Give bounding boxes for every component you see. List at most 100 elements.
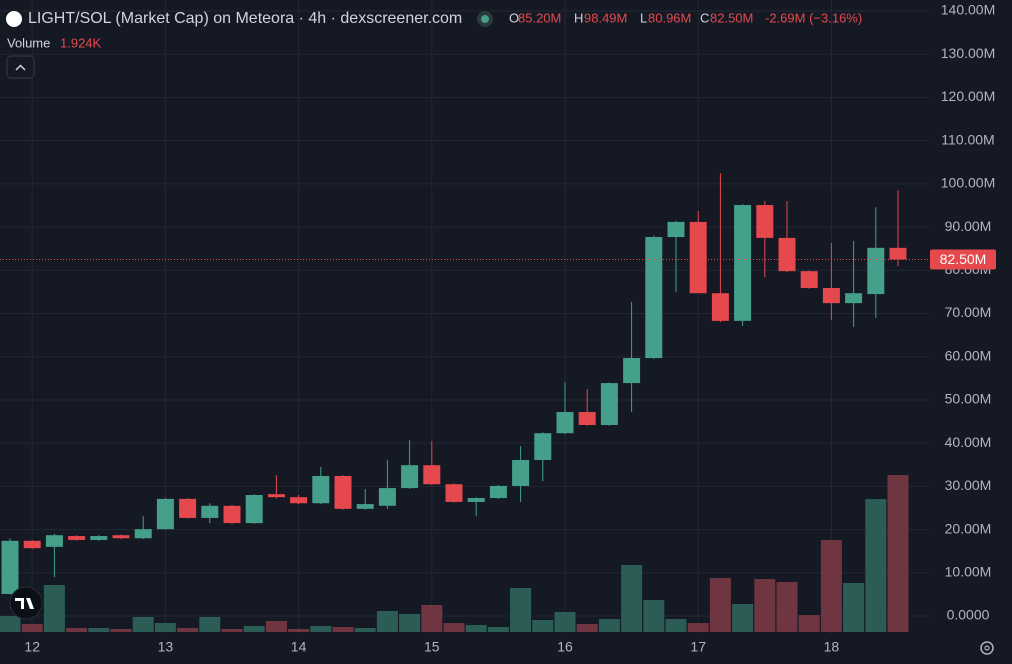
candle-body bbox=[889, 247, 907, 260]
y-tick-label: 70.00M bbox=[945, 304, 992, 320]
x-tick-label: 16 bbox=[557, 639, 573, 655]
x-tick-label: 15 bbox=[424, 639, 440, 655]
candle-body bbox=[334, 475, 352, 509]
volume-bar bbox=[465, 624, 487, 632]
volume-bar bbox=[243, 625, 265, 632]
y-tick-label: 140.00M bbox=[941, 2, 995, 18]
last-price-label: 82.50M bbox=[940, 251, 987, 267]
candle-body bbox=[156, 498, 174, 530]
candle-body bbox=[711, 293, 729, 321]
volume-bar bbox=[177, 628, 199, 632]
logo-circle[interactable] bbox=[9, 586, 43, 620]
candle-body bbox=[867, 247, 885, 295]
token-icon bbox=[6, 11, 22, 27]
y-tick-label: 130.00M bbox=[941, 45, 995, 61]
collapse-button[interactable] bbox=[6, 55, 35, 79]
volume-bar bbox=[621, 565, 643, 632]
candle-body bbox=[822, 288, 840, 304]
candle-body bbox=[290, 497, 308, 504]
y-tick-label: 30.00M bbox=[945, 477, 992, 493]
candle-body bbox=[245, 495, 263, 524]
candle-body bbox=[489, 485, 507, 499]
candle-body bbox=[201, 505, 219, 518]
volume-bar bbox=[665, 619, 687, 632]
x-tick-label: 12 bbox=[24, 639, 40, 655]
volume-bar bbox=[598, 619, 620, 632]
last-price-tag bbox=[930, 249, 996, 270]
volume-bar bbox=[332, 627, 354, 632]
candle-body bbox=[800, 271, 818, 289]
volume-bar bbox=[709, 577, 731, 632]
collapse-arrow bbox=[15, 64, 26, 71]
volume-bar bbox=[199, 616, 221, 632]
volume-bar bbox=[0, 616, 21, 632]
volume-layer bbox=[0, 475, 909, 632]
candle-body bbox=[667, 221, 685, 238]
volume-bar bbox=[88, 628, 110, 632]
settings[interactable] bbox=[980, 641, 994, 655]
chart-title: LIGHT/SOL (Market Cap) on Meteora · 4h ·… bbox=[28, 10, 462, 27]
volume-bar bbox=[132, 616, 154, 632]
y-tick-label: 20.00M bbox=[945, 520, 992, 536]
x-tick-label: 13 bbox=[158, 639, 174, 655]
candle-body bbox=[778, 237, 796, 272]
x-tick-label: 14 bbox=[291, 639, 307, 655]
ohlc-value: 85.20M bbox=[518, 10, 561, 25]
volume-bar bbox=[399, 614, 421, 632]
candle-body bbox=[845, 293, 863, 304]
candle-body bbox=[45, 535, 63, 547]
ohlc-value: 80.96M bbox=[648, 10, 691, 25]
ohlc-key: O bbox=[509, 10, 519, 25]
candle-body bbox=[623, 358, 641, 384]
candle-layer bbox=[1, 173, 907, 595]
volume-value: 1.924K bbox=[60, 35, 102, 50]
volume-bar bbox=[421, 604, 443, 632]
candle-body bbox=[689, 221, 707, 294]
volume-title: Volume bbox=[7, 35, 50, 50]
volume-bar bbox=[865, 499, 887, 632]
volume-bar bbox=[887, 475, 909, 632]
candle-body bbox=[423, 465, 441, 485]
y-tick-label: 90.00M bbox=[945, 218, 992, 234]
candle-body bbox=[312, 475, 330, 504]
y-tick-label: 120.00M bbox=[941, 88, 995, 104]
volume-bar bbox=[487, 627, 509, 632]
volume-bar bbox=[576, 624, 598, 632]
candle-body bbox=[556, 412, 574, 434]
volume-bar bbox=[43, 584, 65, 632]
y-tick-label: 10.00M bbox=[945, 564, 992, 580]
y-tick-label: 50.00M bbox=[945, 391, 992, 407]
tv-logo[interactable] bbox=[9, 586, 43, 620]
grid bbox=[0, 0, 930, 634]
candle-body bbox=[90, 536, 108, 540]
candle-body bbox=[401, 465, 419, 489]
volume-bar bbox=[687, 623, 709, 632]
ohlc-key: C bbox=[700, 10, 709, 25]
volume-bar bbox=[532, 620, 554, 632]
candle-body bbox=[356, 504, 374, 509]
ohlc-key: L bbox=[640, 10, 647, 25]
volume-bar bbox=[310, 625, 332, 632]
candle-body bbox=[134, 529, 152, 539]
y-tick-label: 100.00M bbox=[941, 175, 995, 191]
candle-body bbox=[578, 412, 596, 426]
volume-bar bbox=[798, 615, 820, 632]
volume-bar bbox=[820, 540, 842, 632]
candle-body bbox=[1, 540, 19, 594]
ohlc-value: 98.49M bbox=[584, 10, 627, 25]
overlay: LIGHT/SOL (Market Cap) on Meteora · 4h ·… bbox=[0, 2, 996, 655]
y-tick-label: 0.0000 bbox=[947, 607, 990, 623]
collapse-box[interactable] bbox=[6, 55, 35, 79]
volume-bar bbox=[376, 611, 398, 632]
volume-bar bbox=[843, 583, 865, 632]
candle-body bbox=[23, 540, 41, 549]
candle-body bbox=[600, 383, 618, 426]
ohlc-value: 82.50M bbox=[710, 10, 753, 25]
candle-body bbox=[534, 433, 552, 461]
volume-bar bbox=[510, 588, 532, 632]
settings-gear[interactable] bbox=[980, 641, 994, 655]
y-tick-label: 110.00M bbox=[941, 131, 994, 147]
candle-body bbox=[645, 237, 663, 359]
candle-body bbox=[112, 535, 130, 539]
